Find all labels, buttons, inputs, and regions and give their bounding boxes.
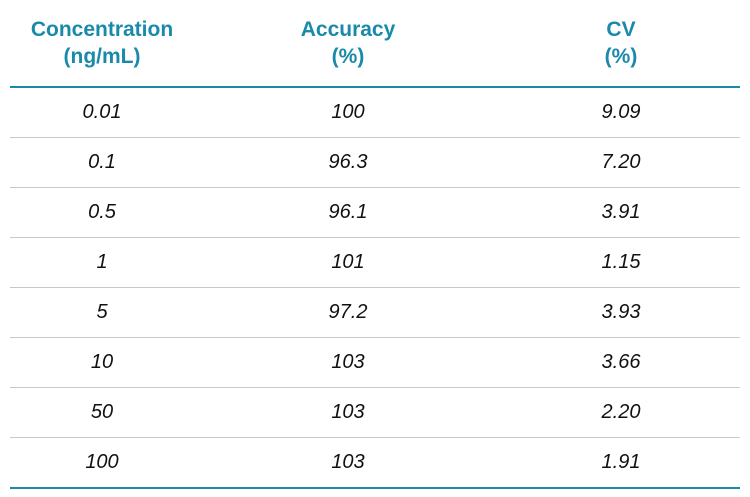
- table-body: 0.01 100 9.09 0.1 96.3 7.20 0.5 96.1 3.91 1 101 1.1…: [10, 87, 740, 489]
- table-cell: 9.09: [502, 87, 740, 138]
- table-row: 10 103 3.66: [10, 337, 740, 388]
- data-table: Concentration (ng/mL) Accuracy (%) CV (%) 0.0…: [10, 0, 740, 489]
- header-line: Concentration: [30, 18, 174, 41]
- table-cell: 101: [194, 237, 502, 288]
- table-cell: 1: [10, 237, 194, 288]
- table-cell: 103: [194, 387, 502, 438]
- table-cell: 0.01: [10, 87, 194, 138]
- header-line: Accuracy: [300, 18, 396, 41]
- table-cell: 7.20: [502, 137, 740, 188]
- column-header: Accuracy (%): [194, 0, 502, 88]
- table-cell: 0.1: [10, 137, 194, 188]
- table-row: 50 103 2.20: [10, 387, 740, 438]
- table-row: 1 101 1.15: [10, 237, 740, 288]
- header-line: (%): [604, 45, 638, 68]
- table-row: 5 97.2 3.93: [10, 287, 740, 338]
- table-cell: 100: [10, 437, 194, 489]
- table-cell: 100: [194, 87, 502, 138]
- table-cell: 3.91: [502, 187, 740, 238]
- table-cell: 103: [194, 437, 502, 489]
- table-row: 100 103 1.91: [10, 437, 740, 489]
- column-header: CV (%): [502, 0, 740, 88]
- header-line: (%): [331, 45, 365, 68]
- table-cell: 50: [10, 387, 194, 438]
- header-line: (ng/mL): [63, 45, 141, 68]
- table-cell: 1.91: [502, 437, 740, 489]
- table-header: Concentration (ng/mL) Accuracy (%) CV (%): [10, 0, 740, 88]
- table-cell: 3.93: [502, 287, 740, 338]
- header-line: CV: [606, 18, 636, 41]
- column-header: Concentration (ng/mL): [10, 0, 194, 88]
- table-cell: 103: [194, 337, 502, 388]
- table-row: 0.1 96.3 7.20: [10, 137, 740, 188]
- table-cell: 2.20: [502, 387, 740, 438]
- table-cell: 96.3: [194, 137, 502, 188]
- table-row: 0.01 100 9.09: [10, 87, 740, 138]
- header-row: Concentration (ng/mL) Accuracy (%) CV (%): [10, 0, 740, 88]
- table-cell: 97.2: [194, 287, 502, 338]
- table-row: 0.5 96.1 3.91: [10, 187, 740, 238]
- table-cell: 1.15: [502, 237, 740, 288]
- table-cell: 3.66: [502, 337, 740, 388]
- table-cell: 0.5: [10, 187, 194, 238]
- table-cell: 10: [10, 337, 194, 388]
- table-cell: 96.1: [194, 187, 502, 238]
- table-cell: 5: [10, 287, 194, 338]
